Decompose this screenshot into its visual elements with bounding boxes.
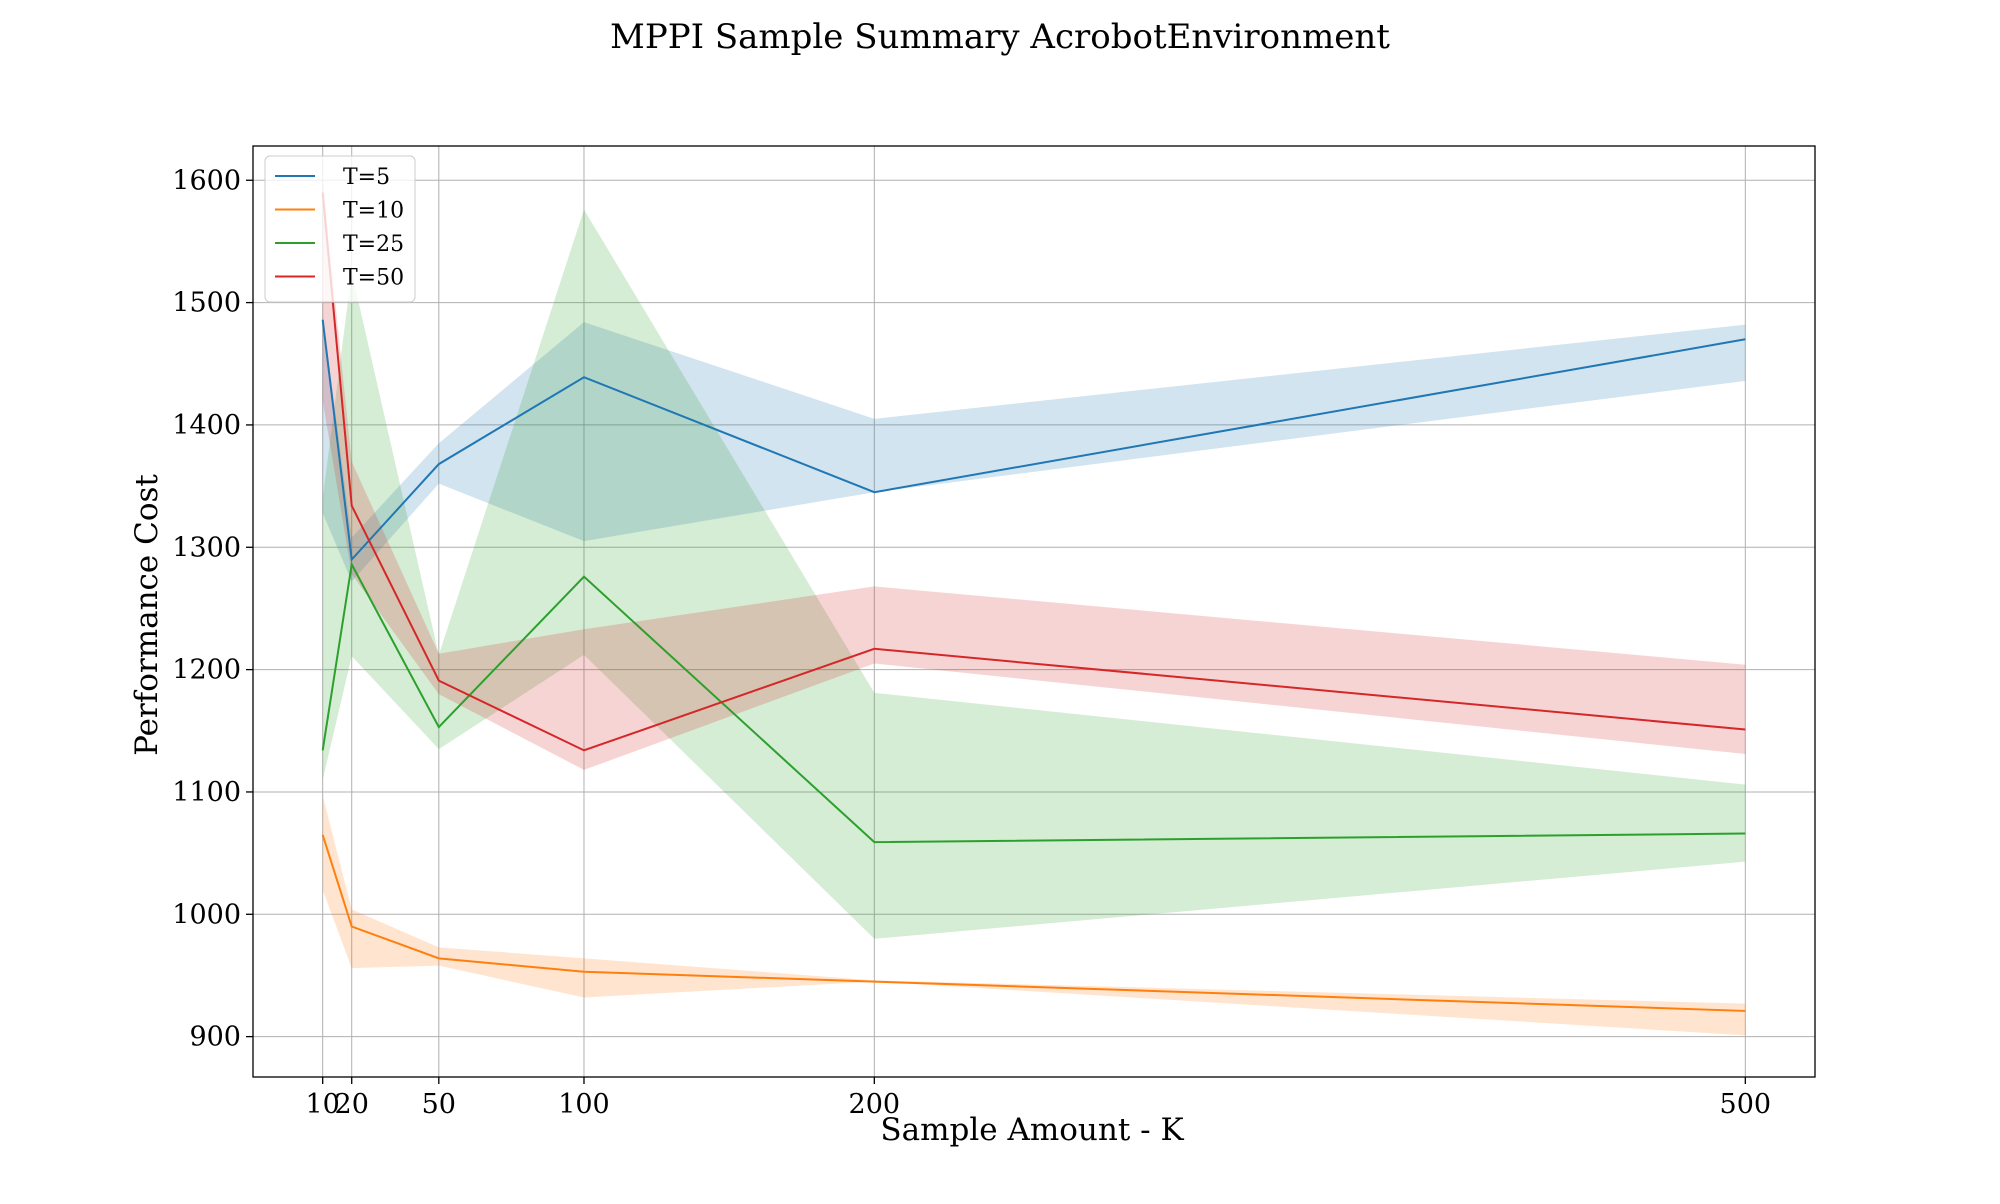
series-line — [321, 319, 1746, 562]
legend: T=5 T=10 T=25 T=50 — [264, 155, 416, 303]
y-tick-label: 1600 — [172, 165, 241, 196]
plot-frame — [252, 145, 1816, 1078]
x-tick-label: 20 — [335, 1089, 369, 1120]
y-tick-label: 1000 — [172, 899, 241, 930]
y-axis-label: Performance Cost — [129, 474, 165, 756]
legend-label: T=25 — [343, 232, 404, 257]
x-tick-label: 50 — [422, 1089, 456, 1120]
confidence-band — [322, 180, 1746, 770]
chart-title: MPPI Sample Summary AcrobotEnvironment — [610, 17, 1390, 57]
series-lines — [321, 192, 1746, 1012]
legend-label: T=50 — [343, 266, 404, 291]
legend-box — [264, 155, 416, 303]
y-tick-label: 1400 — [172, 410, 241, 441]
confidence-band — [322, 209, 1746, 939]
x-tick-label: 100 — [558, 1089, 610, 1120]
series-line — [321, 834, 1746, 1012]
x-tick-label: 10 — [306, 1089, 340, 1120]
x-tick-label: 500 — [1720, 1089, 1772, 1120]
y-tick-label: 900 — [189, 1022, 241, 1053]
confidence-band — [322, 314, 1746, 582]
legend-label: T=5 — [343, 165, 390, 190]
y-tick-label: 1200 — [172, 655, 241, 686]
series-line — [321, 561, 1746, 844]
y-tick-label: 1300 — [172, 532, 241, 563]
y-axis-ticks: 900 1000 1100 1200 1300 1400 1500 1600 — [172, 165, 253, 1053]
x-tick-label: 200 — [849, 1089, 901, 1120]
series-line — [321, 192, 1746, 752]
y-tick-label: 1500 — [172, 288, 241, 319]
confidence-bands — [322, 180, 1746, 1036]
y-tick-label: 1100 — [172, 777, 241, 808]
x-axis-label: Sample Amount - K — [880, 1112, 1184, 1148]
grid-layer — [253, 146, 1815, 1077]
legend-label: T=10 — [343, 199, 404, 224]
